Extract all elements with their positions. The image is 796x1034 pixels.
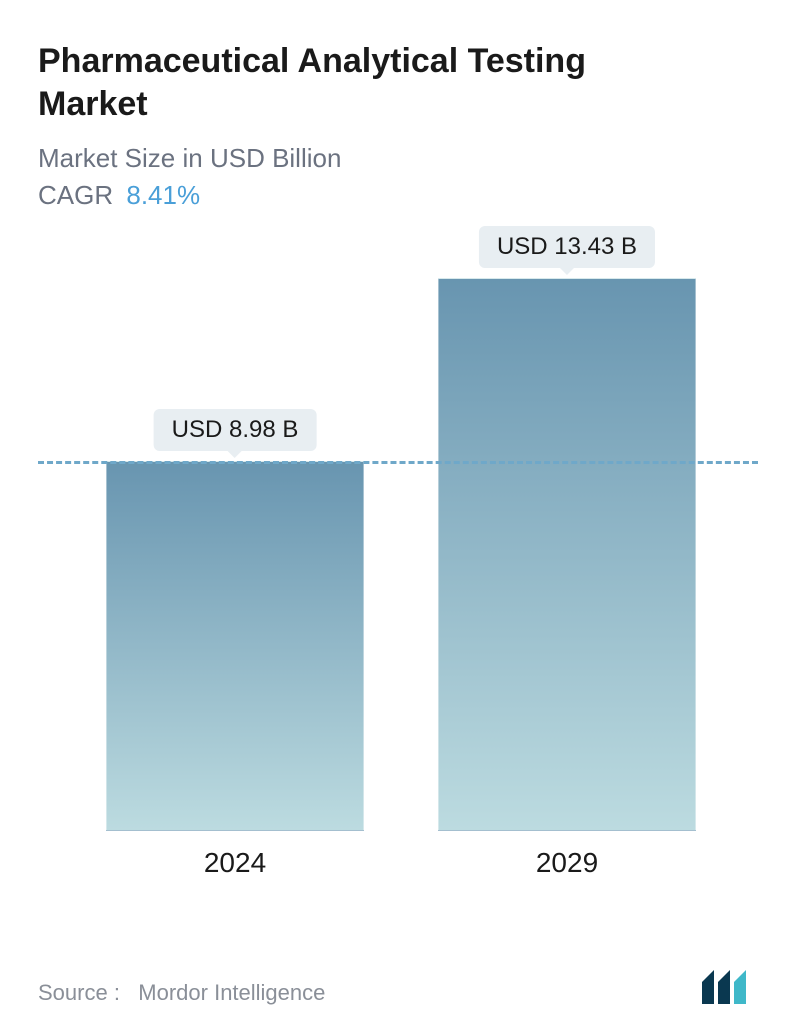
cagr-label: CAGR xyxy=(38,180,113,210)
value-label-2029: USD 13.43 B xyxy=(479,226,655,268)
cagr-value: 8.41% xyxy=(126,180,200,210)
brand-logo-icon xyxy=(700,968,758,1006)
bar-2024: USD 8.98 B 2024 xyxy=(106,461,364,831)
source-attribution: Source : Mordor Intelligence xyxy=(38,980,325,1006)
value-label-2024: USD 8.98 B xyxy=(154,409,317,451)
chart-area: USD 8.98 B 2024 USD 13.43 B 2029 xyxy=(38,231,758,891)
source-prefix: Source : xyxy=(38,980,120,1005)
year-label-2024: 2024 xyxy=(204,847,266,879)
year-label-2029: 2029 xyxy=(536,847,598,879)
source-name: Mordor Intelligence xyxy=(138,980,325,1005)
bar-fill-2029 xyxy=(438,278,696,831)
bar-2029: USD 13.43 B 2029 xyxy=(438,278,696,831)
footer: Source : Mordor Intelligence xyxy=(38,968,758,1006)
cagr-row: CAGR 8.41% xyxy=(38,180,758,211)
chart-subtitle: Market Size in USD Billion xyxy=(38,143,758,174)
reference-line xyxy=(38,461,758,464)
bar-fill-2024 xyxy=(106,461,364,831)
chart-title: Pharmaceutical Analytical Testing Market xyxy=(38,40,658,125)
